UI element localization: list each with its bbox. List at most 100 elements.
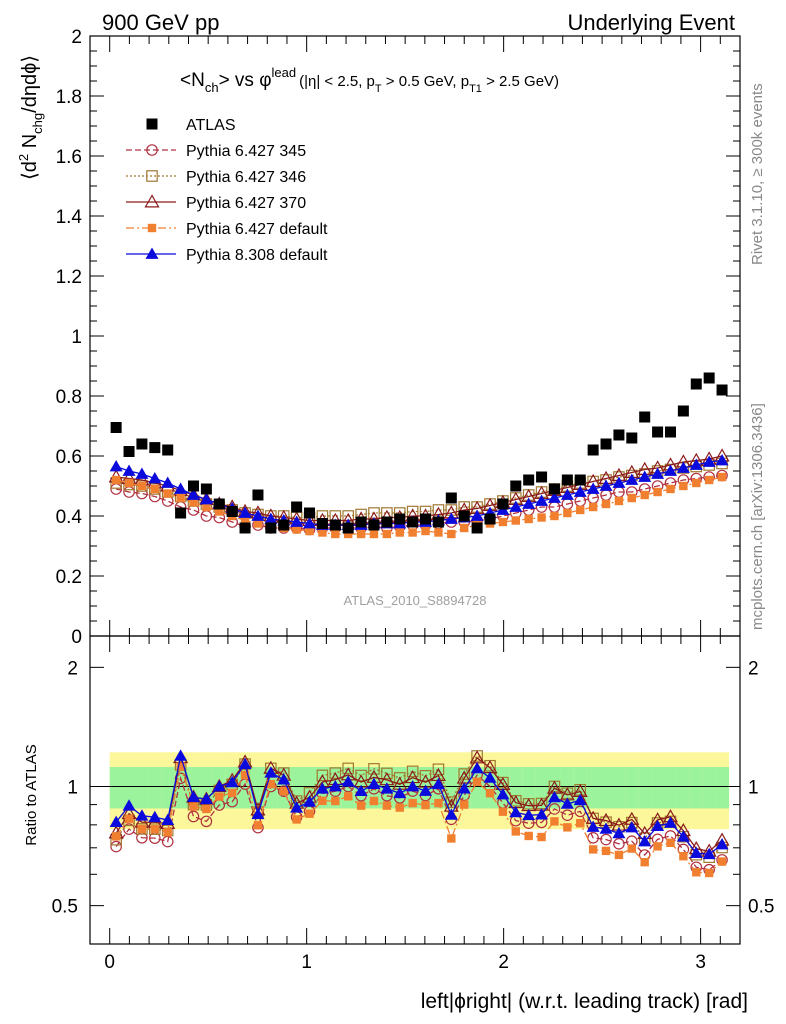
- ratio-3-point: [343, 792, 353, 801]
- series-4-point: [251, 509, 265, 521]
- ratio-band-inner: [251, 767, 266, 809]
- ratio-3-point: [189, 802, 198, 811]
- ratio-4-point: [199, 792, 213, 805]
- tick-labels: 0 0.2 0.4 0.6 0.8 1 1.2 1.4 1.6 1.8 2 0 1 2 3 0.5 0.5 1 1 2…: [52, 27, 775, 973]
- legend-label-4: Pythia 8.308 default: [186, 247, 328, 264]
- ratio-1-point: [329, 767, 342, 779]
- series-4-point: [186, 488, 200, 500]
- ratio-1-point: [316, 769, 329, 782]
- ratio-4-point: [702, 847, 716, 860]
- ratio-panel-border: [89, 635, 741, 945]
- series-4-point: [676, 461, 690, 473]
- atlas-data-point: [239, 522, 251, 534]
- atlas-data-point: [123, 446, 135, 457]
- series-3-point: [447, 529, 456, 539]
- atlas-data-point: [187, 480, 199, 492]
- ratio-y-tick-label-right: 2: [748, 658, 759, 679]
- series-4-point: [625, 473, 639, 485]
- title-cuts: (|η| < 2.5, p: [299, 73, 375, 90]
- ratio-1-point: [342, 762, 354, 775]
- ratio-3-point: [215, 792, 224, 801]
- series-3-point: [588, 502, 598, 512]
- ratio-3-point: [369, 796, 379, 806]
- atlas-data-point: [110, 422, 122, 433]
- ylabel-sup: 2: [16, 154, 31, 161]
- ratio-panel-frame: [89, 635, 741, 945]
- ratio-line-0: [115, 773, 723, 871]
- ratio-0-point: [600, 833, 612, 846]
- x-axis-label: left|ϕright| (w.r.t. leading track) [rad…: [421, 990, 748, 1013]
- series-3-point: [408, 528, 417, 537]
- ratio-4-point: [431, 777, 445, 790]
- atlas-data-point: [278, 519, 290, 531]
- ratio-3-point: [227, 788, 237, 798]
- ratio-1-point: [393, 772, 406, 784]
- series-4-point: [444, 512, 458, 524]
- ratio-3-point: [601, 846, 611, 856]
- x-tick-label: 2: [498, 952, 509, 973]
- series-4-point: [560, 488, 574, 500]
- series-3-point: [189, 498, 198, 507]
- ratio-3-point: [395, 803, 404, 812]
- legend: ATLAS Pythia 6.427 345 Pythia 6.427 346 Pyt…: [126, 117, 328, 264]
- ratio-line-3: [115, 764, 723, 874]
- series-3-point: [640, 490, 649, 500]
- ratio-1-point: [432, 763, 445, 776]
- ratio-3-point: [331, 796, 340, 806]
- ratio-band-inner: [676, 767, 691, 809]
- y-tick-label: 1.6: [56, 147, 82, 168]
- series-3-point: [382, 529, 392, 539]
- ratio-band-inner: [664, 767, 678, 809]
- ratio-0-point: [174, 772, 187, 785]
- atlas-data-point: [716, 384, 728, 396]
- ratio-1-point: [368, 763, 380, 775]
- series-3-point: [305, 526, 314, 536]
- atlas-data-point: [420, 513, 432, 525]
- ratio-band-inner: [625, 767, 639, 809]
- legend-label-1: Pythia 6.427 346: [186, 169, 306, 186]
- x-tick-label: 3: [695, 952, 706, 973]
- ratio-3-point: [524, 831, 533, 841]
- ratio-y-tick-label: 0.5: [52, 897, 78, 918]
- ratio-4-point: [638, 835, 652, 847]
- atlas-data-point: [664, 426, 676, 438]
- series-4-point: [535, 494, 549, 506]
- ratio-3-point: [704, 868, 714, 878]
- ratio-4-point: [148, 810, 162, 823]
- series-4-point: [122, 464, 136, 476]
- series-3-point: [163, 489, 172, 498]
- title-cuts-sub1: T: [375, 83, 382, 95]
- series-3-point: [124, 478, 134, 488]
- ratio-4-point: [612, 826, 626, 839]
- atlas-data-point: [316, 518, 328, 529]
- legend-label-3: Pythia 6.427 default: [186, 221, 328, 238]
- ratio-4-point: [109, 815, 123, 827]
- ratio-3-point: [382, 801, 392, 810]
- ratio-band-inner: [689, 767, 704, 809]
- mcplots-label: mcplots.cern.ch [arXiv:1306.3436]: [749, 403, 766, 630]
- series-4-point: [470, 509, 484, 521]
- series-3-point: [240, 516, 250, 525]
- atlas-data-point: [432, 516, 444, 528]
- series-4-point: [290, 515, 304, 527]
- atlas-data-point: [677, 405, 689, 417]
- ratio-3-point: [627, 844, 637, 853]
- atlas-data-point: [200, 483, 212, 495]
- atlas-data-point: [213, 498, 225, 510]
- series-3-point: [460, 523, 469, 533]
- atlas-data-point: [484, 513, 496, 525]
- ratio-1-point: [406, 765, 419, 778]
- series-4-point: [663, 464, 677, 476]
- ratio-3-point: [717, 857, 727, 866]
- series-3-point: [653, 487, 662, 497]
- ratio-4-point: [328, 779, 342, 792]
- ratio-band-inner: [612, 767, 626, 809]
- ratio-4-point: [238, 757, 252, 770]
- atlas-data-point: [329, 519, 341, 531]
- series-3-point: [717, 472, 727, 482]
- ratio-3-point: [163, 828, 172, 837]
- ratio-3-point: [176, 762, 185, 771]
- ratio-3-point: [305, 809, 314, 818]
- atlas-data-point: [252, 489, 264, 501]
